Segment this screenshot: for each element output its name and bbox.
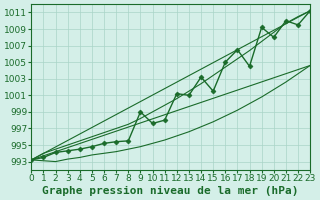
X-axis label: Graphe pression niveau de la mer (hPa): Graphe pression niveau de la mer (hPa) <box>43 186 299 196</box>
